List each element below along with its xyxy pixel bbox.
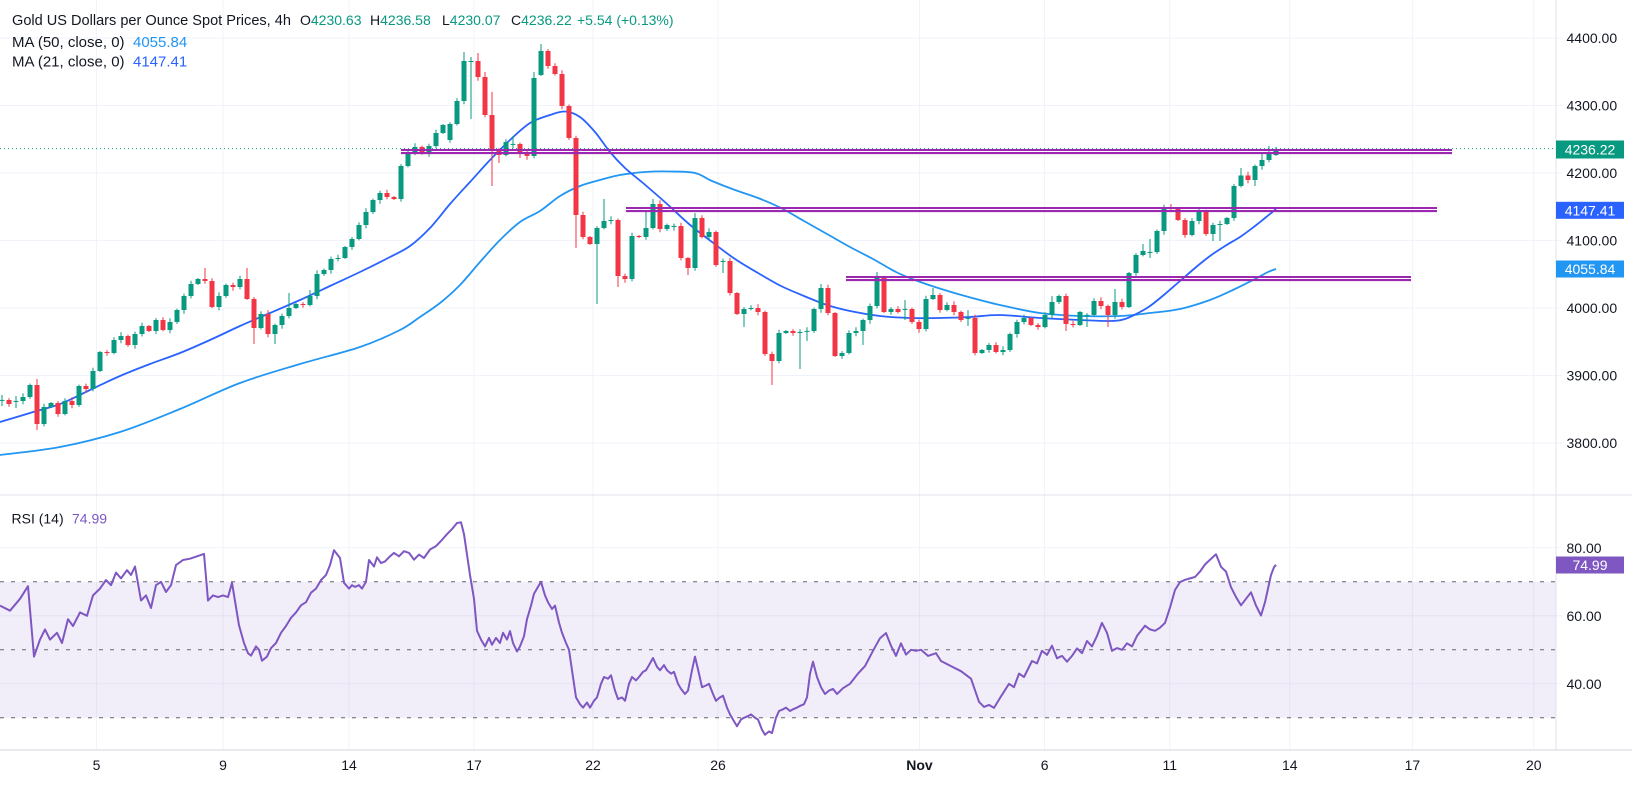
svg-text:17: 17 [1405, 757, 1421, 773]
svg-text:26: 26 [710, 757, 726, 773]
svg-text:H4236.58: H4236.58 [370, 12, 431, 28]
svg-text:4147.41: 4147.41 [133, 54, 187, 71]
svg-text:20: 20 [1526, 757, 1542, 773]
svg-text:4000.00: 4000.00 [1567, 300, 1618, 316]
svg-text:L4230.07: L4230.07 [442, 12, 501, 28]
svg-text:4300.00: 4300.00 [1567, 98, 1618, 114]
svg-text:4100.00: 4100.00 [1567, 233, 1618, 249]
svg-text:RSI (14): RSI (14) [12, 511, 64, 527]
svg-text:4200.00: 4200.00 [1567, 165, 1618, 181]
svg-text:O4230.63: O4230.63 [300, 12, 362, 28]
svg-text:C4236.22: C4236.22 [511, 12, 572, 28]
svg-text:74.99: 74.99 [72, 511, 107, 527]
svg-text:40.00: 40.00 [1567, 676, 1602, 692]
svg-text:3800.00: 3800.00 [1567, 435, 1618, 451]
svg-text:4400.00: 4400.00 [1567, 30, 1618, 46]
svg-text:14: 14 [1282, 757, 1298, 773]
svg-text:22: 22 [585, 757, 601, 773]
svg-text:3900.00: 3900.00 [1567, 368, 1618, 384]
svg-text:4147.41: 4147.41 [1565, 202, 1616, 218]
svg-text:4236.22: 4236.22 [1565, 142, 1616, 158]
svg-text:MA (50, close, 0): MA (50, close, 0) [12, 34, 125, 51]
svg-text:+5.54 (+0.13%): +5.54 (+0.13%) [577, 12, 674, 28]
svg-text:5: 5 [93, 757, 101, 773]
svg-text:4055.84: 4055.84 [1565, 261, 1616, 277]
svg-text:60.00: 60.00 [1567, 608, 1602, 624]
svg-text:Gold US Dollars per Ounce Spot: Gold US Dollars per Ounce Spot Prices, 4… [12, 13, 291, 29]
svg-text:14: 14 [341, 757, 357, 773]
svg-text:4055.84: 4055.84 [133, 34, 187, 51]
svg-text:17: 17 [466, 757, 482, 773]
svg-text:80.00: 80.00 [1567, 540, 1602, 556]
svg-text:MA (21, close, 0): MA (21, close, 0) [12, 54, 125, 71]
svg-text:6: 6 [1041, 757, 1049, 773]
svg-text:9: 9 [219, 757, 227, 773]
svg-text:11: 11 [1163, 757, 1178, 773]
svg-text:Nov: Nov [906, 757, 933, 773]
svg-text:74.99: 74.99 [1572, 557, 1607, 573]
